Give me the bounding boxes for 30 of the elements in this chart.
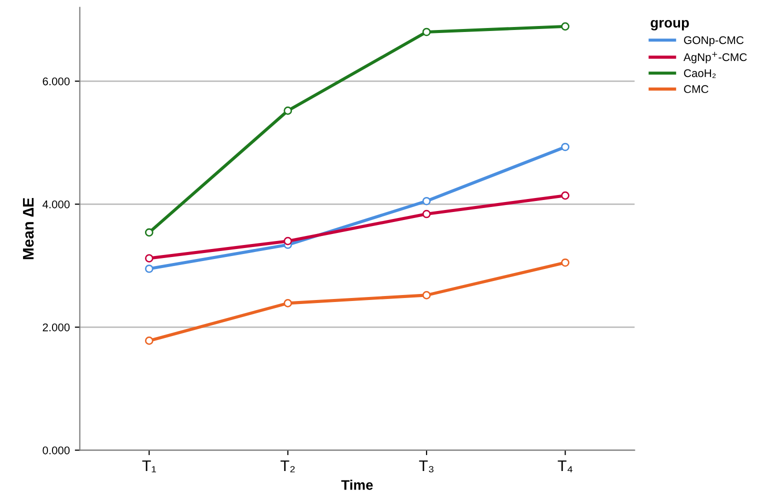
point <box>144 264 154 273</box>
x-axis-title: Time <box>341 480 373 490</box>
x-tick-label: T₃ <box>419 460 434 472</box>
y-tick-label: 2.000 <box>42 323 70 332</box>
point <box>144 336 154 345</box>
point <box>422 196 431 206</box>
point <box>144 228 154 237</box>
legend-label: CMC <box>684 85 708 94</box>
point <box>284 236 292 246</box>
point <box>422 291 431 300</box>
y-tick-label: 6.000 <box>42 77 70 86</box>
x-tick-label: T₂ <box>280 460 295 472</box>
point <box>284 299 292 308</box>
x-tick-label: T₄ <box>558 460 572 472</box>
point <box>561 258 570 267</box>
y-tick-label: 0.000 <box>42 446 70 454</box>
point <box>144 254 154 262</box>
point <box>422 28 431 36</box>
point <box>561 142 570 152</box>
point <box>422 210 431 218</box>
point <box>561 191 570 200</box>
x-tick-label: T₁ <box>142 460 156 472</box>
legend-label: CaoH₂ <box>684 69 716 78</box>
legend-label: GONp-CMC <box>684 36 744 46</box>
y-axis-title: Mean ∆E <box>23 198 34 260</box>
point <box>284 106 292 115</box>
legend-title: group <box>650 20 689 30</box>
legend-label: AgNp$^{+}$-CMC <box>684 52 747 64</box>
y-tick-label: 4.000 <box>42 200 70 208</box>
point <box>561 22 570 31</box>
